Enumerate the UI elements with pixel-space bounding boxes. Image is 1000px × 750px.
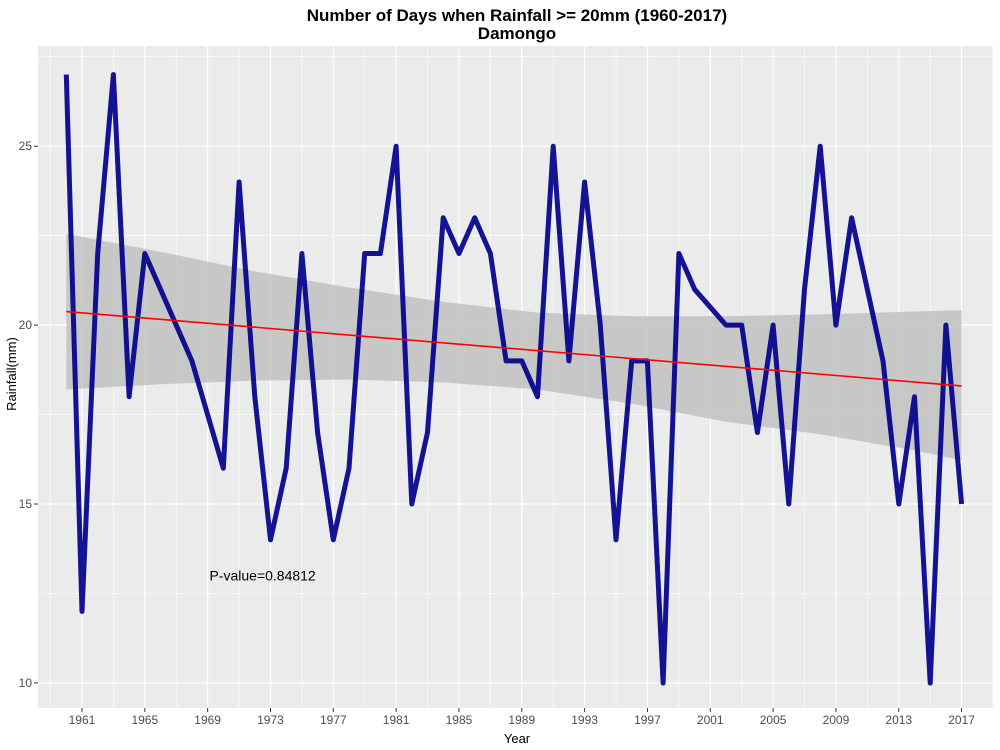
data-point — [142, 251, 147, 256]
x-tick-label: 1989 — [508, 713, 535, 727]
data-point — [394, 144, 399, 149]
data-point — [111, 72, 116, 77]
data-point — [802, 287, 807, 292]
chart-title: Number of Days when Rainfall >= 20mm (19… — [307, 6, 727, 25]
data-point — [425, 430, 430, 435]
x-tick-label: 1961 — [69, 713, 96, 727]
data-point — [205, 412, 210, 417]
data-point — [268, 537, 273, 542]
data-point — [535, 394, 540, 399]
data-point — [723, 323, 728, 328]
x-tick-label: 2005 — [760, 713, 787, 727]
x-tick-label: 1993 — [571, 713, 598, 727]
data-point — [284, 466, 289, 471]
x-tick-label: 1977 — [320, 713, 347, 727]
data-point — [221, 466, 226, 471]
data-point — [692, 287, 697, 292]
y-tick-label: 15 — [19, 497, 33, 511]
series-line — [63, 72, 965, 686]
data-point — [551, 144, 556, 149]
data-point — [64, 72, 69, 77]
x-tick-label: 1997 — [634, 713, 661, 727]
x-tick-label: 1985 — [446, 713, 473, 727]
data-point — [409, 502, 414, 507]
data-point — [928, 680, 933, 685]
data-point — [472, 215, 477, 220]
chart-subtitle: Damongo — [478, 24, 556, 43]
data-point — [189, 358, 194, 363]
x-tick-label: 1981 — [383, 713, 410, 727]
y-tick-label: 10 — [19, 676, 33, 690]
data-point — [127, 394, 132, 399]
data-point — [504, 358, 509, 363]
x-tick-label: 1973 — [257, 713, 284, 727]
data-point — [849, 215, 854, 220]
x-tick-label: 2009 — [823, 713, 850, 727]
data-point — [881, 358, 886, 363]
data-point — [912, 394, 917, 399]
data-point — [943, 323, 948, 328]
data-point — [818, 144, 823, 149]
data-point — [299, 251, 304, 256]
y-tick-label: 25 — [19, 139, 33, 153]
data-point — [378, 251, 383, 256]
x-tick-label: 1969 — [194, 713, 221, 727]
data-point — [488, 251, 493, 256]
data-point — [896, 502, 901, 507]
data-point — [786, 502, 791, 507]
x-tick-label: 1965 — [131, 713, 158, 727]
trend-line — [66, 310, 962, 387]
data-point — [315, 430, 320, 435]
data-point — [79, 609, 84, 614]
x-tick-label: 2001 — [697, 713, 724, 727]
data-point — [519, 358, 524, 363]
data-point — [959, 502, 964, 507]
data-point — [614, 537, 619, 542]
y-axis-label: Rainfall(mm) — [4, 337, 19, 411]
data-point — [456, 251, 461, 256]
data-point — [362, 251, 367, 256]
data-point — [582, 179, 587, 184]
data-point — [331, 537, 336, 542]
data-point — [441, 215, 446, 220]
y-tick-label: 20 — [19, 318, 33, 332]
data-point — [252, 394, 257, 399]
data-point — [347, 466, 352, 471]
data-point — [771, 323, 776, 328]
data-point — [566, 358, 571, 363]
data-point — [708, 305, 713, 310]
x-tick-label: 2013 — [885, 713, 912, 727]
x-tick-label: 2017 — [948, 713, 975, 727]
p-value-annotation: P-value=0.84812 — [209, 568, 315, 584]
data-point — [755, 430, 760, 435]
data-point — [174, 323, 179, 328]
data-point — [833, 323, 838, 328]
confidence-band — [66, 233, 962, 461]
plot-panel — [38, 46, 994, 708]
data-point — [676, 251, 681, 256]
data-point — [739, 323, 744, 328]
data-point — [865, 287, 870, 292]
data-point — [661, 680, 666, 685]
x-axis-label: Year — [504, 731, 531, 746]
data-point — [95, 251, 100, 256]
data-point — [158, 287, 163, 292]
data-point — [237, 179, 242, 184]
data-point — [598, 323, 603, 328]
